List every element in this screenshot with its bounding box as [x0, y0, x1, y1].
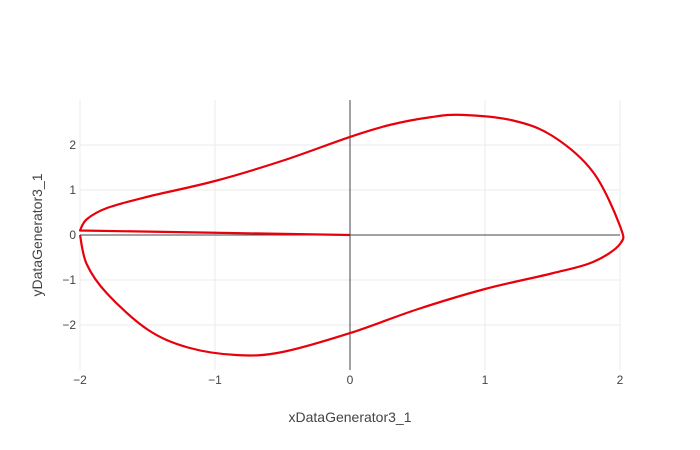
y-tick-labels: −2 −1 0 1 2 — [62, 138, 76, 332]
x-tick-label: 1 — [482, 373, 489, 387]
x-tick-label: 2 — [617, 373, 624, 387]
y-tick-label: 1 — [69, 183, 76, 197]
y-tick-label: 0 — [69, 228, 76, 242]
y-tick-label: 2 — [69, 138, 76, 152]
series-line — [78, 113, 625, 357]
x-tick-label: −1 — [208, 373, 222, 387]
y-tick-label: −2 — [62, 318, 76, 332]
y-tick-label: −1 — [62, 273, 76, 287]
x-tick-labels: −2 −1 0 1 2 — [73, 373, 624, 387]
series-layer — [78, 113, 625, 357]
x-axis-title: xDataGenerator3_1 — [289, 409, 412, 425]
y-axis-title: yDataGenerator3_1 — [29, 173, 45, 296]
x-tick-label: 0 — [347, 373, 354, 387]
x-tick-label: −2 — [73, 373, 87, 387]
